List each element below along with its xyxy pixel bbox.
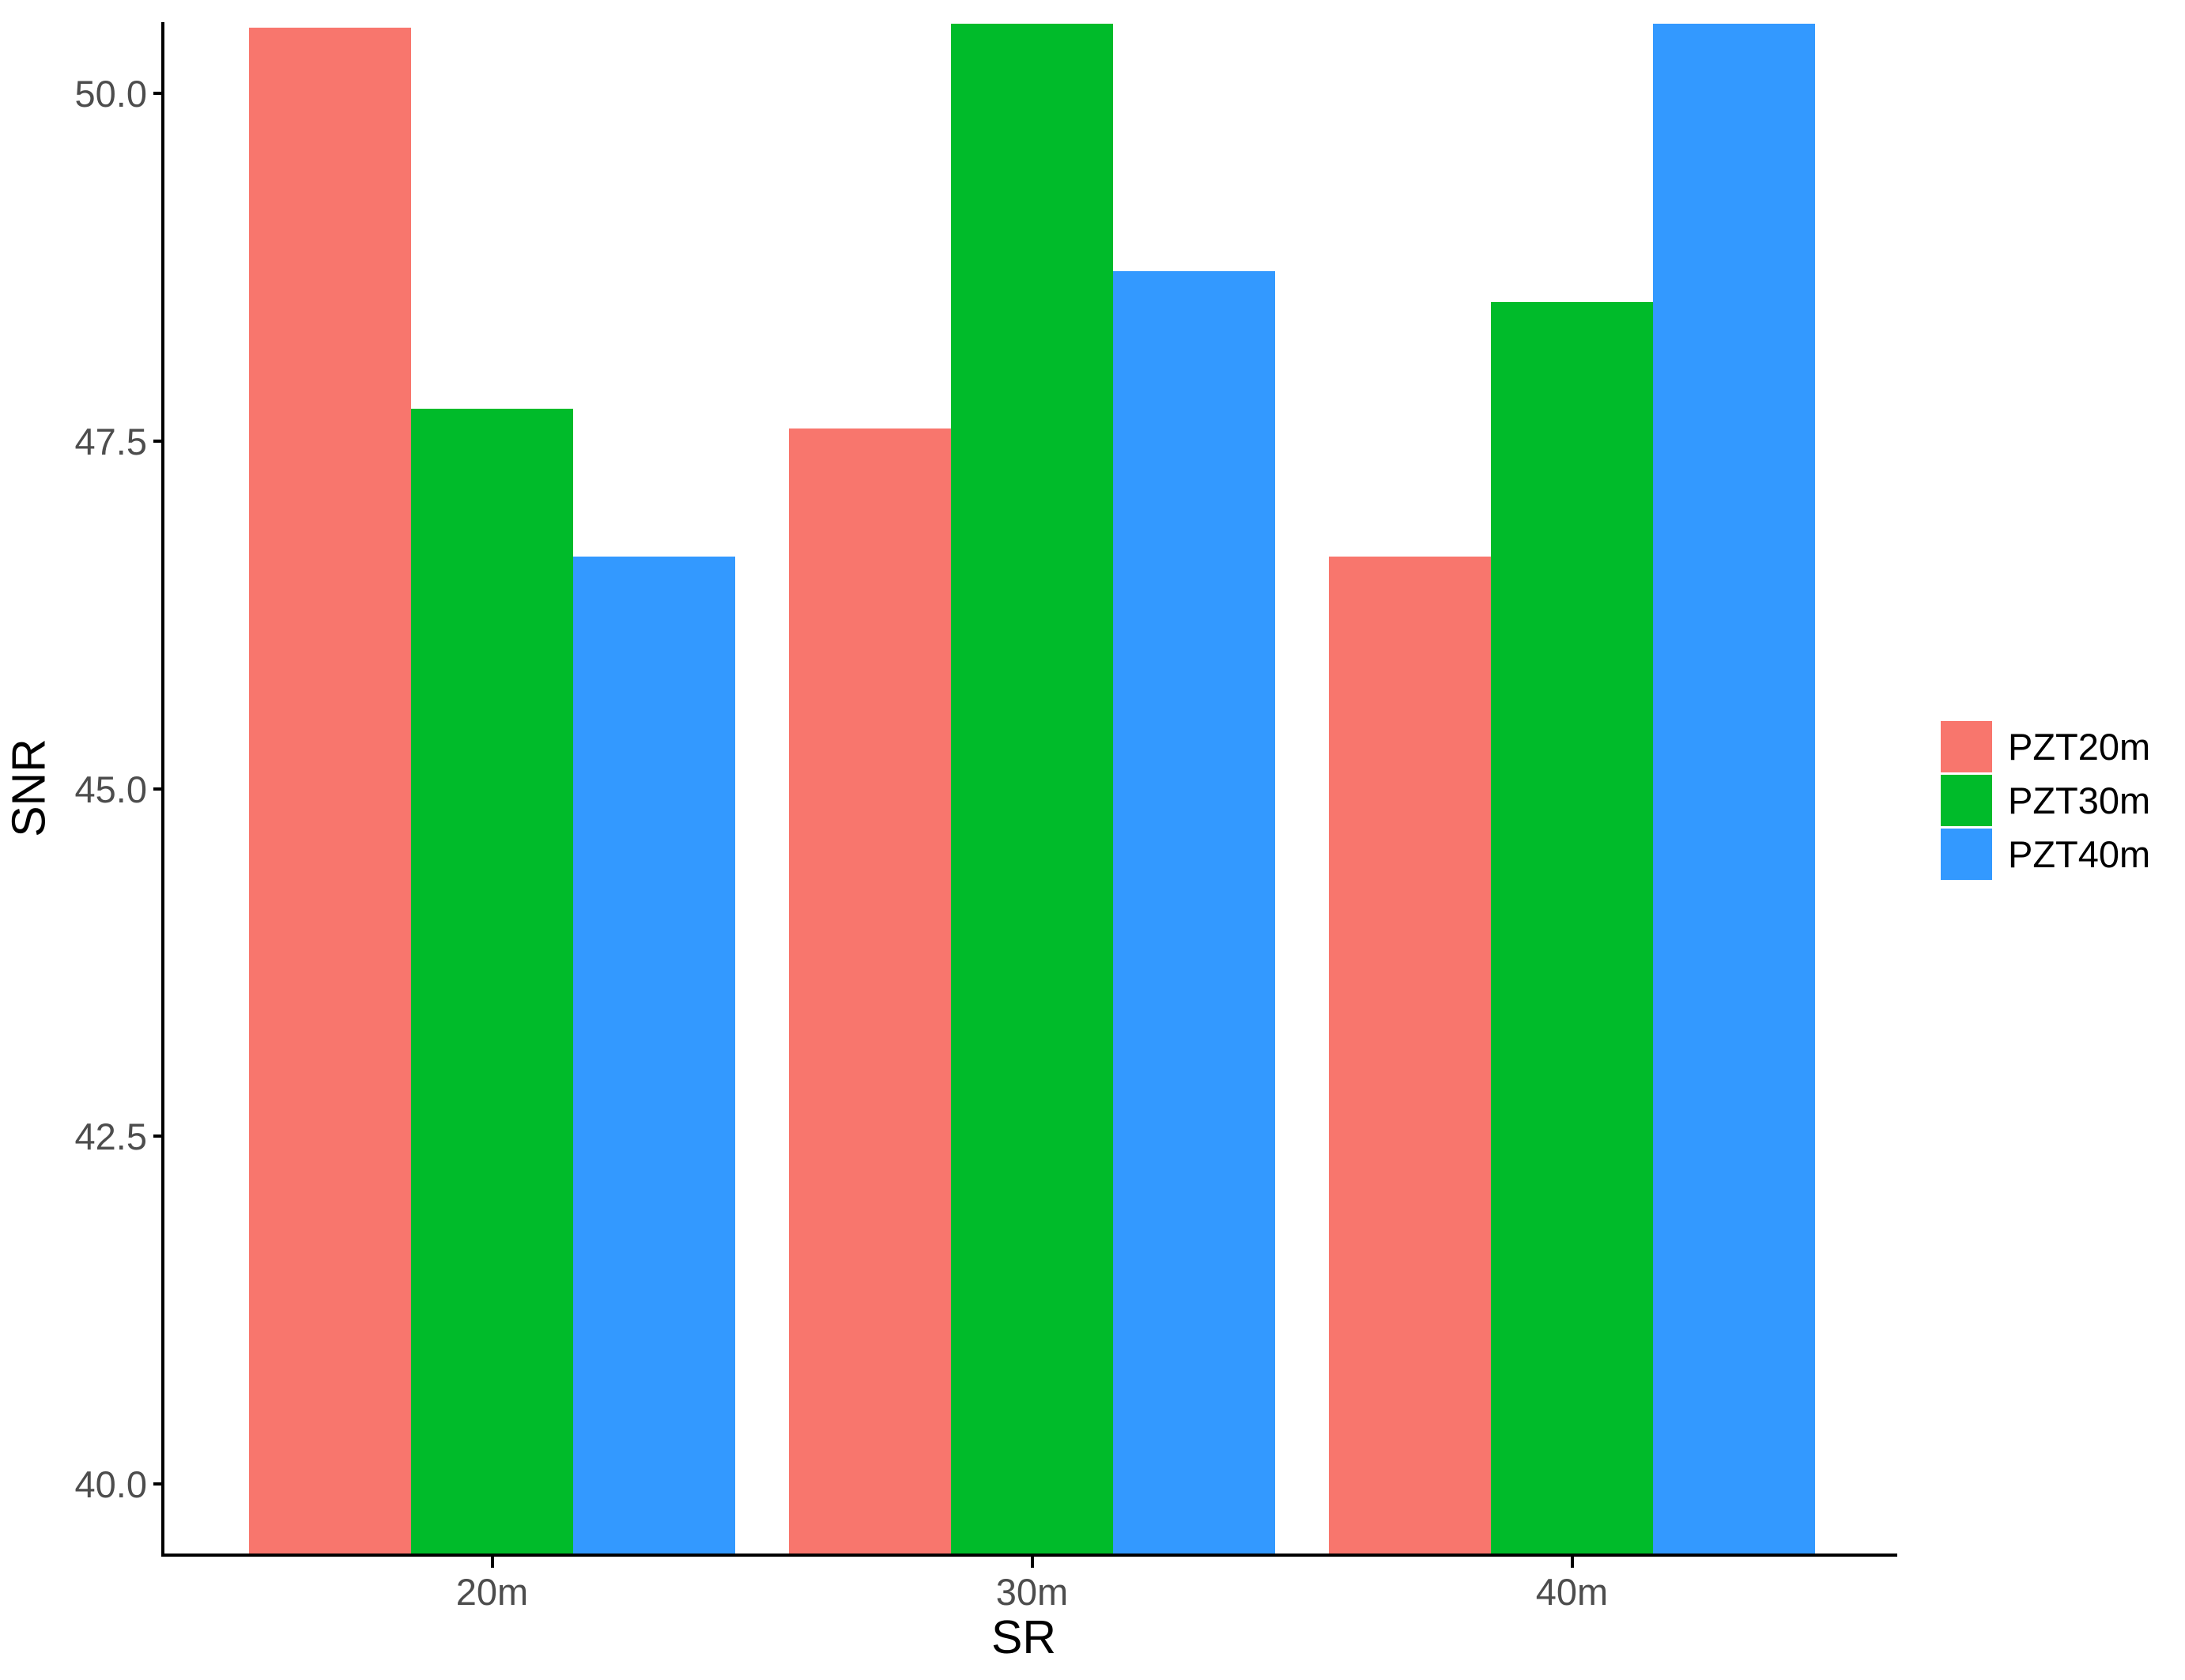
y-axis-title: SNR	[2, 738, 55, 837]
legend-swatch-PZT20m	[1941, 721, 1992, 772]
y-tick-label-42.5: 42.5	[74, 1116, 147, 1158]
x-tick-mark-20m	[490, 1557, 494, 1568]
y-tick-label-47.5: 47.5	[74, 420, 147, 462]
bar-PZT20m-20m	[249, 28, 411, 1554]
bar-PZT40m-20m	[573, 556, 735, 1554]
y-tick-mark-50.0	[153, 91, 164, 95]
bar-PZT30m-40m	[1491, 301, 1653, 1554]
bar-PZT30m-20m	[411, 409, 573, 1554]
y-tick-label-45.0: 45.0	[74, 768, 147, 810]
legend: PZT20m PZT30m PZT40m	[1941, 721, 2178, 882]
x-tick-mark-30m	[1030, 1557, 1034, 1568]
x-axis-line	[161, 1554, 1897, 1557]
x-tick-label-20m: 20m	[455, 1571, 529, 1613]
legend-label-PZT20m: PZT20m	[2008, 726, 2151, 768]
legend-item-PZT20m: PZT20m	[1941, 721, 2178, 775]
y-tick-mark-42.5	[153, 1134, 164, 1138]
bar-PZT20m-40m	[1329, 556, 1491, 1554]
legend-item-PZT40m: PZT40m	[1941, 829, 2178, 882]
legend-item-PZT30m: PZT30m	[1941, 775, 2178, 829]
legend-swatch-PZT30m	[1941, 775, 1992, 826]
y-tick-mark-40.0	[153, 1482, 164, 1486]
x-tick-label-40m: 40m	[1535, 1571, 1609, 1613]
y-tick-label-50.0: 50.0	[74, 72, 147, 115]
bar-PZT20m-30m	[789, 428, 951, 1554]
legend-label-PZT40m: PZT40m	[2008, 833, 2151, 875]
y-tick-mark-45.0	[153, 787, 164, 791]
bar-PZT40m-30m	[1113, 271, 1275, 1554]
x-tick-label-30m: 30m	[995, 1571, 1069, 1613]
bar-PZT40m-40m	[1653, 24, 1815, 1554]
legend-swatch-PZT40m	[1941, 829, 1992, 880]
plot-panel	[164, 24, 1896, 1554]
y-tick-mark-47.5	[153, 439, 164, 443]
bar-PZT30m-30m	[951, 24, 1113, 1554]
y-tick-label-40.0: 40.0	[74, 1463, 147, 1506]
x-axis-title: SR	[991, 1611, 1056, 1663]
legend-label-PZT30m: PZT30m	[2008, 780, 2151, 821]
x-tick-mark-40m	[1570, 1557, 1574, 1568]
